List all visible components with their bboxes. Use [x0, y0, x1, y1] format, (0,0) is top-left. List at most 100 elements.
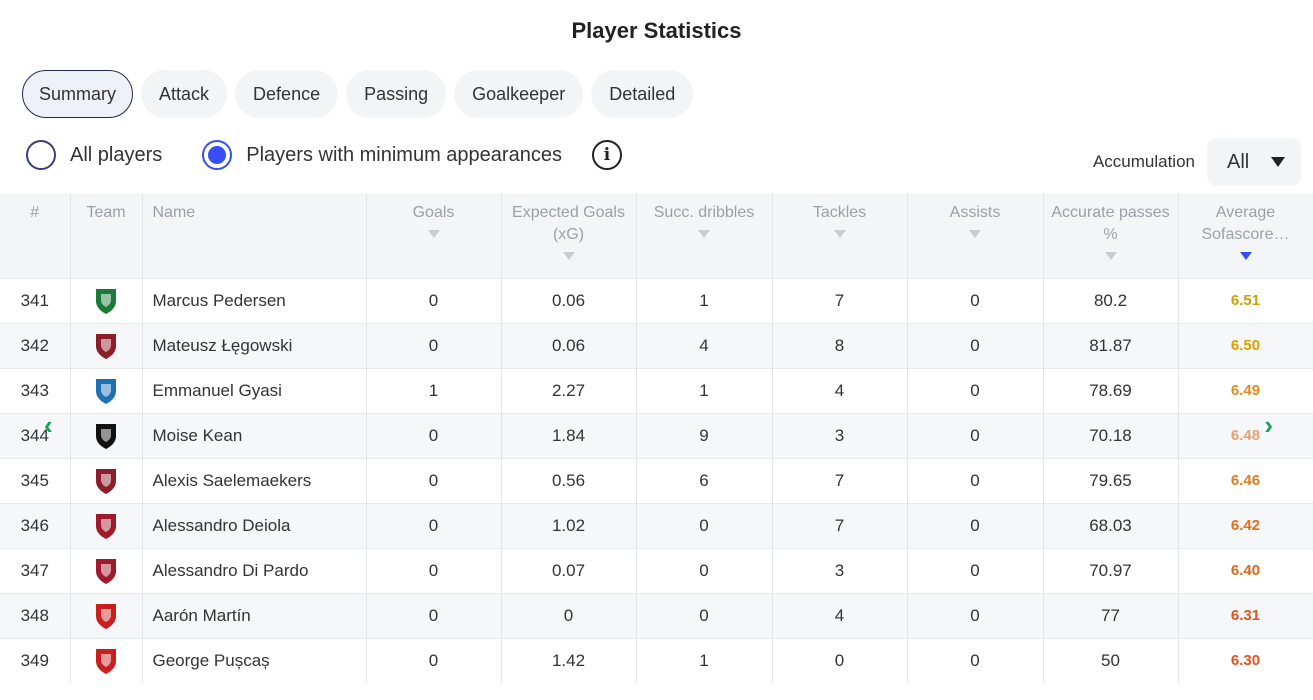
row-team — [70, 547, 143, 593]
tab-passing[interactable]: Passing — [346, 70, 447, 118]
row-team — [70, 322, 143, 368]
row-dribbles: 1 — [636, 637, 773, 683]
row-goals: 0 — [366, 322, 502, 368]
row-dribbles: 9 — [636, 412, 773, 458]
row-passes: 68.03 — [1043, 502, 1179, 548]
table-row[interactable]: 343 Emmanuel Gyasi 1 2.27 1 4 0 78.69 6.49 — [0, 367, 1313, 413]
row-xg: 2.27 — [501, 367, 637, 413]
row-goals: 0 — [366, 637, 502, 683]
accumulation-select[interactable]: All — [1207, 138, 1301, 186]
sort-arrow-icon — [1104, 252, 1117, 260]
table-row[interactable]: 347 Alessandro Di Pardo 0 0.07 0 3 0 70.97 6.40 — [0, 547, 1313, 593]
row-player-name[interactable]: Emmanuel Gyasi — [142, 367, 367, 413]
row-passes: 81.87 — [1043, 322, 1179, 368]
row-player-name[interactable]: Alessandro Di Pardo — [142, 547, 367, 593]
row-team — [70, 277, 143, 323]
row-player-name[interactable]: Marcus Pedersen — [142, 277, 367, 323]
min-appearances-label: Players with minimum appearances — [246, 143, 562, 166]
sassuolo-crest-icon — [96, 288, 116, 314]
col-tackles[interactable]: Tackles — [772, 194, 908, 278]
salernitana-crest-icon — [96, 333, 116, 359]
row-rating: 6.46 — [1178, 457, 1313, 503]
col-name: Name — [142, 194, 367, 278]
row-tackles: 7 — [772, 502, 908, 548]
tab-detailed[interactable]: Detailed — [591, 70, 694, 118]
row-player-name[interactable]: George Pușcaș — [142, 637, 367, 683]
row-dribbles: 4 — [636, 322, 773, 368]
row-rating: 6.49 — [1178, 367, 1313, 413]
row-goals: 0 — [366, 412, 502, 458]
all-players-radio[interactable] — [26, 140, 56, 170]
page-title: Player Statistics — [571, 18, 742, 43]
row-rating: 6.50 — [1178, 322, 1313, 368]
tab-goalkeeper[interactable]: Goalkeeper — [454, 70, 584, 118]
table-row[interactable]: 346 Alessandro Deiola 0 1.02 0 7 0 68.03 6.42 — [0, 502, 1313, 548]
info-icon[interactable]: i — [591, 140, 622, 170]
sort-arrow-icon — [698, 230, 710, 238]
row-xg: 1.42 — [501, 637, 637, 683]
row-rating: 6.51 — [1178, 277, 1313, 323]
table-row[interactable]: 345 Alexis Saelemaekers 0 0.56 6 7 0 79.65 6.46 — [0, 457, 1313, 503]
row-tackles: 8 — [772, 322, 908, 368]
chevron-left-icon[interactable]: ‹ — [44, 410, 53, 440]
row-rank: 347 — [0, 547, 71, 593]
row-rating: 6.48 — [1178, 412, 1313, 458]
row-passes: 79.65 — [1043, 457, 1179, 503]
min-appearances-radio[interactable] — [202, 140, 233, 170]
sort-arrow-icon — [969, 230, 981, 238]
cagliari-crest-icon — [96, 513, 116, 539]
row-tackles: 7 — [772, 277, 908, 323]
col-dribbles[interactable]: Succ. dribbles — [636, 194, 773, 278]
row-rating: 6.40 — [1178, 547, 1313, 593]
row-assists: 0 — [907, 412, 1044, 458]
sort-arrow-icon — [427, 230, 440, 238]
player-filter: All players Players with minimum appeara… — [26, 140, 622, 170]
row-xg: 0.06 — [501, 277, 637, 323]
row-xg: 1.84 — [501, 412, 637, 458]
row-player-name[interactable]: Aarón Martín — [142, 592, 367, 638]
accumulation-value: All — [1227, 150, 1250, 173]
row-team — [70, 592, 143, 638]
row-assists: 0 — [907, 592, 1044, 638]
col-passes[interactable]: Accurate passes % — [1043, 194, 1179, 278]
row-rating: 6.30 — [1178, 637, 1313, 683]
genoa-crest-icon — [96, 603, 116, 629]
row-passes: 50 — [1043, 637, 1179, 683]
row-rank: 341 — [0, 277, 71, 323]
row-dribbles: 0 — [636, 502, 773, 548]
tab-summary[interactable]: Summary — [22, 70, 134, 118]
col-goals-label: Goals — [412, 204, 455, 221]
min-appearances-option[interactable]: Players with minimum appearances — [202, 140, 562, 170]
row-player-name[interactable]: Alexis Saelemaekers — [142, 457, 367, 503]
col-xg[interactable]: Expected Goals (xG) — [501, 194, 637, 278]
row-team — [70, 637, 143, 683]
row-team — [70, 457, 143, 503]
tab-defence[interactable]: Defence — [235, 70, 339, 118]
row-assists: 0 — [907, 367, 1044, 413]
table-row[interactable]: 348 Aarón Martín 0 0 0 4 0 77 6.31 — [0, 592, 1313, 638]
table-row[interactable]: 342 Mateusz Łęgowski 0 0.06 4 8 0 81.87 6.50 — [0, 322, 1313, 368]
sort-arrow-icon — [562, 252, 575, 260]
table-row[interactable]: 349 George Pușcaș 0 1.42 1 0 0 50 6.30 — [0, 637, 1313, 683]
table-header-row: # Team Name Goals Expected Goals (xG) Su… — [0, 194, 1313, 278]
row-goals: 1 — [366, 367, 502, 413]
row-player-name[interactable]: Alessandro Deiola — [142, 502, 367, 548]
col-assists[interactable]: Assists — [907, 194, 1044, 278]
col-rating[interactable]: Average Sofascore… — [1178, 194, 1313, 278]
col-goals[interactable]: Goals — [366, 194, 502, 278]
row-player-name[interactable]: Mateusz Łęgowski — [142, 322, 367, 368]
row-dribbles: 0 — [636, 547, 773, 593]
row-tackles: 0 — [772, 637, 908, 683]
table-row[interactable]: 344 Moise Kean 0 1.84 9 3 0 70.18 6.48 — [0, 412, 1313, 458]
row-goals: 0 — [366, 592, 502, 638]
row-assists: 0 — [907, 547, 1044, 593]
row-tackles: 4 — [772, 592, 908, 638]
row-player-name[interactable]: Moise Kean — [142, 412, 367, 458]
table-row[interactable]: 341 Marcus Pedersen 0 0.06 1 7 0 80.2 6.51 — [0, 277, 1313, 323]
chevron-right-icon[interactable]: › — [1264, 410, 1273, 440]
tab-attack[interactable]: Attack — [141, 70, 228, 118]
row-rank: 344 — [0, 412, 71, 458]
row-dribbles: 0 — [636, 592, 773, 638]
row-xg: 0.56 — [501, 457, 637, 503]
all-players-option[interactable]: All players — [26, 140, 162, 170]
